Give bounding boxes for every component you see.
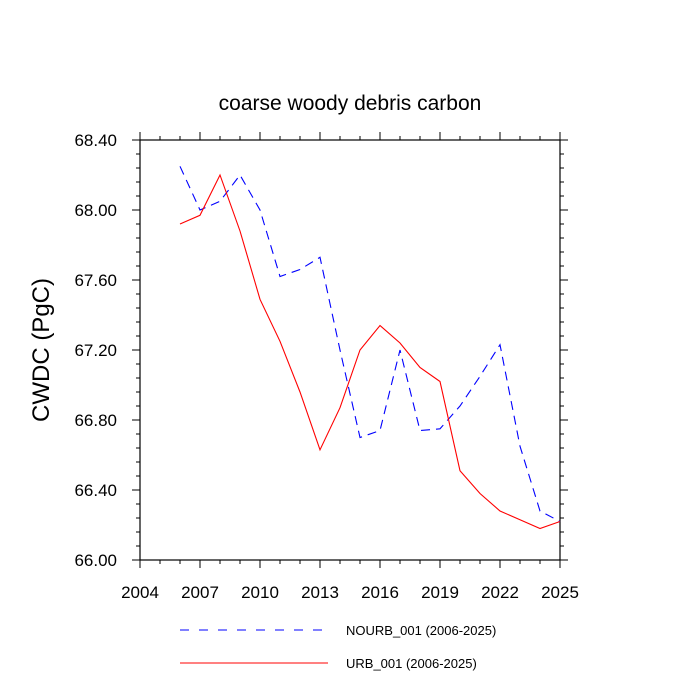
y-tick-label: 66.80 bbox=[74, 411, 117, 430]
legend: NOURB_001 (2006-2025) URB_001 (2006-2025) bbox=[180, 623, 496, 671]
chart-title: coarse woody debris carbon bbox=[219, 92, 482, 115]
series-line-1 bbox=[179, 166, 561, 522]
y-tick-label: 68.40 bbox=[74, 131, 117, 150]
series-lines bbox=[179, 166, 561, 530]
x-tick-label: 2004 bbox=[121, 583, 159, 602]
x-tick-label: 2025 bbox=[541, 583, 579, 602]
y-tick-label: 67.60 bbox=[74, 271, 117, 290]
x-tick-label: 2013 bbox=[301, 583, 339, 602]
x-tick-label: 2007 bbox=[181, 583, 219, 602]
legend-label-2: URB_001 (2006-2025) bbox=[346, 656, 477, 671]
y-tick-label: 66.00 bbox=[74, 551, 117, 570]
y-tick-label: 67.20 bbox=[74, 341, 117, 360]
x-tick-label: 2019 bbox=[421, 583, 459, 602]
x-tick-label: 2016 bbox=[361, 583, 399, 602]
legend-label-1: NOURB_001 (2006-2025) bbox=[346, 623, 496, 638]
x-tick-label: 2010 bbox=[241, 583, 279, 602]
y-tick-label: 68.00 bbox=[74, 201, 117, 220]
axis-ticks: 2004 2007 2010 2013 2016 2019 2022 2025 66.00 66.… bbox=[74, 131, 578, 602]
y-axis-label: CWDC (PgC) bbox=[28, 278, 55, 422]
x-tick-label: 2022 bbox=[481, 583, 519, 602]
y-tick-label: 66.40 bbox=[74, 481, 117, 500]
plot-frame bbox=[139, 139, 561, 561]
series-line-2 bbox=[179, 173, 561, 530]
